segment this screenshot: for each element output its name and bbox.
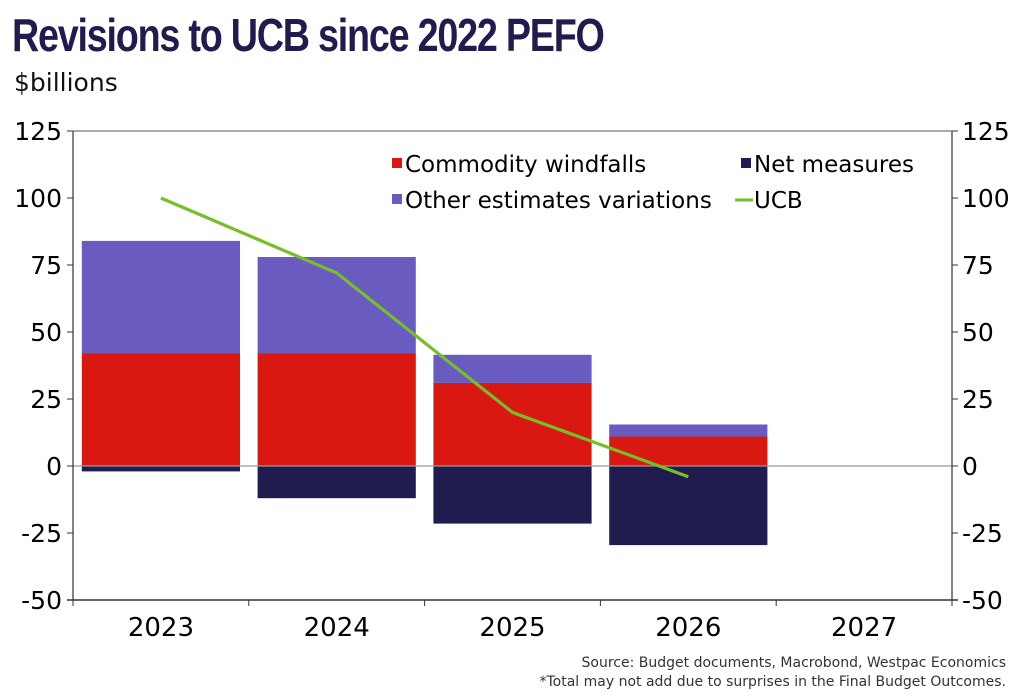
y-tick-label-left: 75 (30, 251, 62, 280)
bar-commodity-windfalls-2026 (609, 436, 768, 466)
y-tick-label-left: 125 (14, 117, 62, 146)
y-tick-label-right: 75 (962, 251, 994, 280)
legend-label-ucb: UCB (754, 188, 803, 214)
legend-swatch-other-estimates-variations (392, 194, 402, 204)
ucb-line-layer (160, 196, 689, 479)
total-note: *Total may not add due to surprises in t… (539, 674, 1006, 690)
bar-net-measures-2024 (257, 466, 416, 499)
line-ucb (160, 196, 689, 479)
y-tick-label-left: 100 (14, 184, 62, 213)
x-tick-label-2026: 2026 (655, 613, 721, 643)
bar-commodity-windfalls-2023 (81, 353, 240, 466)
y-tick-label-right: -25 (962, 519, 1003, 548)
bars-layer (81, 240, 768, 546)
x-tick-label-2027: 2027 (831, 613, 897, 643)
legend-label-commodity-windfalls: Commodity windfalls (405, 152, 646, 178)
bar-other-estimates-variations-2023 (81, 240, 240, 354)
y-tick-label-left: -25 (21, 519, 62, 548)
axes-layer: 125 125 100 100 75 75 50 50 25 25 0 0 -25 -25 -50 -50 20… (14, 117, 1009, 643)
y-tick-label-left: 0 (46, 452, 62, 481)
legend: Commodity windfalls Net measures Other est… (392, 152, 914, 214)
bar-commodity-windfalls-2024 (257, 353, 416, 466)
y-tick-label-left: -50 (21, 586, 62, 615)
chart-title: Revisions to UCB since 2022 PEFO (12, 9, 605, 61)
legend-swatch-commodity-windfalls (392, 158, 402, 168)
bar-net-measures-2025 (433, 466, 592, 524)
x-tick-label-2024: 2024 (304, 613, 370, 643)
y-tick-label-right: 50 (962, 318, 994, 347)
legend-swatch-net-measures (741, 158, 751, 168)
y-tick-label-left: 50 (30, 318, 62, 347)
x-tick-label-2023: 2023 (128, 613, 194, 643)
y-tick-label-right: 125 (962, 117, 1010, 146)
bar-commodity-windfalls-2025 (433, 382, 592, 466)
bar-net-measures-2023 (81, 466, 240, 472)
x-tick-label-2025: 2025 (479, 613, 545, 643)
y-tick-label-left: 25 (30, 385, 62, 414)
y-tick-label-right: 100 (962, 184, 1010, 213)
bar-net-measures-2026 (609, 466, 768, 546)
y-axis-unit-label: $billions (14, 68, 118, 97)
y-tick-label-right: -50 (962, 586, 1003, 615)
y-tick-label-right: 25 (962, 385, 994, 414)
legend-label-net-measures: Net measures (754, 152, 914, 178)
legend-label-other-estimates-variations: Other estimates variations (405, 188, 712, 214)
y-tick-label-right: 0 (962, 452, 978, 481)
footnotes: Source: Budget documents, Macrobond, Wes… (539, 654, 1006, 692)
bar-other-estimates-variations-2026 (609, 424, 768, 437)
source-note: Source: Budget documents, Macrobond, Wes… (581, 655, 1006, 671)
